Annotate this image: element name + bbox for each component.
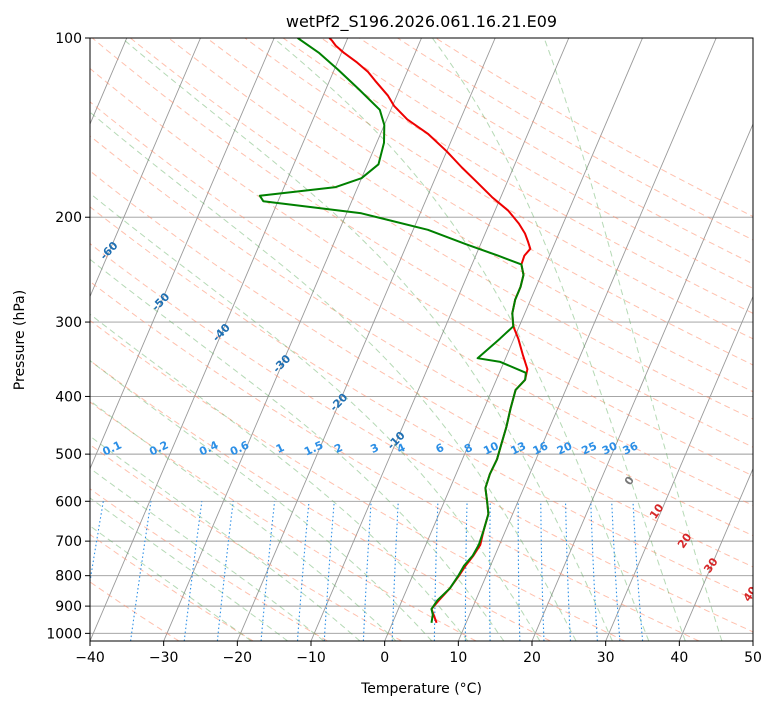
chart-title: wetPf2_S196.2026.061.16.21.E09 — [286, 12, 557, 32]
x-tick-label: 40 — [670, 650, 688, 666]
x-tick-label: 20 — [523, 650, 541, 666]
x-tick-label: −20 — [223, 650, 253, 666]
x-tick-label: −30 — [149, 650, 179, 666]
y-tick-label: 300 — [55, 315, 82, 331]
y-tick-label: 200 — [55, 210, 82, 226]
x-tick-label: 30 — [597, 650, 615, 666]
x-tick-label: −10 — [296, 650, 326, 666]
y-tick-label: 1000 — [46, 626, 82, 642]
y-tick-label: 500 — [55, 447, 82, 463]
y-tick-label: 400 — [55, 389, 82, 405]
x-axis-label: Temperature (°C) — [360, 681, 482, 697]
x-tick-label: −40 — [75, 650, 105, 666]
x-tick-label: 10 — [449, 650, 467, 666]
y-tick-label: 600 — [55, 494, 82, 510]
y-axis-label: Pressure (hPa) — [12, 290, 28, 390]
y-tick-label: 700 — [55, 534, 82, 550]
y-tick-label: 800 — [55, 569, 82, 585]
y-tick-label: 100 — [55, 31, 82, 47]
x-tick-label: 0 — [380, 650, 389, 666]
x-tick-label: 50 — [744, 650, 762, 666]
y-tick-label: 900 — [55, 599, 82, 615]
